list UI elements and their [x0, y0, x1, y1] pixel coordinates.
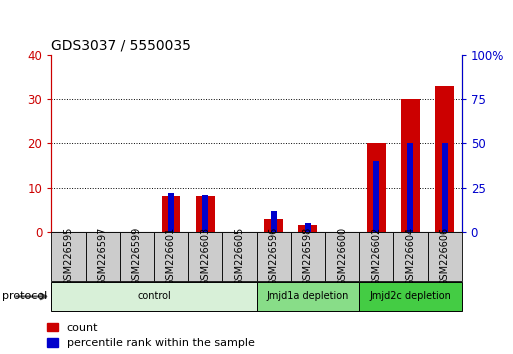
Bar: [168, 193, 174, 232]
FancyBboxPatch shape: [188, 232, 222, 281]
Text: protocol: protocol: [2, 291, 47, 302]
Legend: count, percentile rank within the sample: count, percentile rank within the sample: [47, 322, 254, 348]
Text: control: control: [137, 291, 171, 302]
Text: GSM226596: GSM226596: [269, 227, 279, 286]
Text: GSM226602: GSM226602: [371, 227, 381, 286]
Text: GDS3037 / 5550035: GDS3037 / 5550035: [51, 38, 191, 52]
Bar: [442, 143, 448, 232]
Bar: [299, 225, 317, 232]
FancyBboxPatch shape: [120, 232, 154, 281]
Text: GSM226605: GSM226605: [234, 227, 244, 286]
Text: GSM226603: GSM226603: [200, 227, 210, 286]
FancyBboxPatch shape: [51, 232, 86, 281]
FancyBboxPatch shape: [256, 282, 359, 311]
FancyBboxPatch shape: [154, 232, 188, 281]
FancyBboxPatch shape: [359, 232, 393, 281]
Bar: [407, 143, 413, 232]
FancyBboxPatch shape: [359, 282, 462, 311]
Bar: [196, 196, 214, 232]
Bar: [162, 196, 181, 232]
Bar: [401, 99, 420, 232]
Text: GSM226604: GSM226604: [405, 227, 416, 286]
FancyBboxPatch shape: [393, 232, 427, 281]
FancyBboxPatch shape: [222, 232, 256, 281]
Text: GSM226601: GSM226601: [166, 227, 176, 286]
FancyBboxPatch shape: [325, 232, 359, 281]
Bar: [435, 86, 454, 232]
Bar: [264, 218, 283, 232]
Text: GSM226597: GSM226597: [97, 227, 108, 286]
Bar: [202, 195, 208, 232]
FancyBboxPatch shape: [291, 232, 325, 281]
Bar: [373, 161, 379, 232]
FancyBboxPatch shape: [427, 232, 462, 281]
FancyBboxPatch shape: [86, 232, 120, 281]
Bar: [270, 211, 277, 232]
Text: GSM226600: GSM226600: [337, 227, 347, 286]
FancyBboxPatch shape: [256, 232, 291, 281]
Bar: [305, 223, 311, 232]
Text: GSM226595: GSM226595: [64, 227, 73, 286]
Text: GSM226606: GSM226606: [440, 227, 449, 286]
Text: GSM226598: GSM226598: [303, 227, 313, 286]
Text: Jmjd1a depletion: Jmjd1a depletion: [267, 291, 349, 302]
Bar: [367, 143, 386, 232]
Text: Jmjd2c depletion: Jmjd2c depletion: [369, 291, 451, 302]
Text: GSM226599: GSM226599: [132, 227, 142, 286]
FancyBboxPatch shape: [51, 282, 256, 311]
